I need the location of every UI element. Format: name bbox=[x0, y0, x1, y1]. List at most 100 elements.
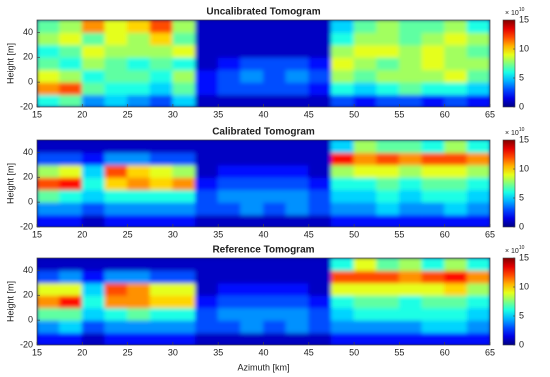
heatmap-cell bbox=[149, 319, 174, 334]
heatmap-cell bbox=[240, 31, 264, 46]
heatmap-cell bbox=[240, 214, 264, 227]
x-tick-label: 25 bbox=[123, 347, 133, 357]
heatmap-cell bbox=[330, 44, 355, 58]
x-tick-label: 65 bbox=[485, 229, 495, 239]
heatmap-cell bbox=[81, 81, 106, 96]
colorbar-scale: × 1010 bbox=[505, 245, 525, 255]
heatmap-cell bbox=[466, 140, 490, 153]
chart-title: Uncalibrated Tomogram bbox=[206, 7, 320, 18]
heatmap-cell bbox=[149, 294, 174, 309]
heatmap-cell bbox=[353, 69, 378, 83]
heatmap-cell bbox=[127, 294, 151, 309]
heatmap-cell bbox=[308, 214, 332, 227]
heatmap-cell bbox=[59, 282, 83, 296]
heatmap-cell bbox=[149, 307, 174, 321]
heatmap-cell bbox=[466, 307, 490, 321]
heatmap-cell bbox=[240, 94, 264, 107]
heatmap-cell bbox=[217, 31, 242, 46]
y-tick-label: 0 bbox=[28, 197, 33, 207]
colorbar-scale-base: × 10 bbox=[505, 10, 519, 17]
heatmap-cell bbox=[81, 201, 106, 216]
heatmap-cell bbox=[285, 56, 310, 71]
heatmap-cell bbox=[59, 94, 83, 107]
x-tick-label: 35 bbox=[213, 229, 223, 239]
y-tick-label: 20 bbox=[23, 172, 33, 182]
x-tick-label: 65 bbox=[485, 109, 495, 119]
heatmap-cell bbox=[81, 164, 106, 178]
heatmap-cell bbox=[308, 269, 332, 284]
heatmap-cell bbox=[376, 140, 400, 153]
heatmap-cell bbox=[37, 69, 61, 83]
colorbar-scale: × 1010 bbox=[505, 127, 525, 137]
heatmap-cell bbox=[104, 214, 129, 227]
heatmap-cell bbox=[421, 269, 446, 284]
x-tick-label: 45 bbox=[304, 347, 314, 357]
heatmap-cell bbox=[104, 332, 129, 345]
heatmap-cell bbox=[172, 258, 197, 271]
heatmap-cell bbox=[149, 140, 174, 153]
heatmap-cell bbox=[81, 56, 106, 71]
heatmap-cell bbox=[376, 189, 400, 203]
colorbar bbox=[502, 139, 516, 228]
heatmap-cell bbox=[444, 69, 468, 83]
heatmap-cell bbox=[81, 44, 106, 58]
heatmap-cell bbox=[217, 94, 242, 107]
heatmap-cell bbox=[330, 294, 355, 309]
heatmap-cell bbox=[195, 140, 219, 153]
heatmap-cell bbox=[376, 151, 400, 166]
x-tick-label: 50 bbox=[349, 347, 359, 357]
heatmap-cell bbox=[240, 69, 264, 83]
heatmap-cell bbox=[59, 258, 83, 271]
heatmap-cell bbox=[104, 294, 129, 309]
heatmap-cell bbox=[240, 307, 264, 321]
x-tick-label: 60 bbox=[440, 109, 450, 119]
heatmap-cell bbox=[104, 176, 129, 191]
heatmap-cell bbox=[217, 214, 242, 227]
heatmap-cell bbox=[330, 94, 355, 107]
y-axis-label: Height [m] bbox=[5, 43, 15, 84]
heatmap-cell bbox=[376, 94, 400, 107]
heatmap-cell bbox=[353, 94, 378, 107]
heatmap-cell bbox=[421, 332, 446, 345]
heatmap-cell bbox=[285, 258, 310, 271]
heatmap-cell bbox=[240, 81, 264, 96]
heatmap-cell bbox=[308, 294, 332, 309]
heatmap-cell bbox=[398, 189, 423, 203]
heatmap-cell bbox=[217, 164, 242, 178]
heatmap-cell bbox=[308, 176, 332, 191]
heatmap-cell bbox=[149, 258, 174, 271]
heatmap-cell bbox=[398, 69, 423, 83]
heatmap-cell bbox=[398, 140, 423, 153]
heatmap-cell bbox=[285, 294, 310, 309]
heatmap-cell bbox=[466, 69, 490, 83]
heatmap-cell bbox=[240, 189, 264, 203]
heatmap-cell bbox=[59, 332, 83, 345]
heatmap-cell bbox=[127, 164, 151, 178]
heatmap-cell bbox=[217, 56, 242, 71]
heatmap-cell bbox=[421, 31, 446, 46]
colorbar-tick-label: 5 bbox=[519, 72, 524, 82]
heatmap-cell bbox=[172, 307, 197, 321]
heatmap-cell bbox=[353, 176, 378, 191]
heatmap-cell bbox=[172, 214, 197, 227]
heatmap-cell bbox=[376, 69, 400, 83]
y-axis-label: Height [m] bbox=[5, 281, 15, 322]
heatmap-cell bbox=[353, 56, 378, 71]
heatmap-cell bbox=[376, 56, 400, 71]
heatmap-cell bbox=[466, 258, 490, 271]
x-tick-label: 50 bbox=[349, 109, 359, 119]
chart-title: Reference Tomogram bbox=[212, 245, 314, 256]
heatmap-cell bbox=[285, 269, 310, 284]
heatmap-cell bbox=[263, 189, 287, 203]
heatmap-cell bbox=[398, 269, 423, 284]
heatmap-cell bbox=[149, 94, 174, 107]
heatmap-cell bbox=[59, 44, 83, 58]
x-tick-label: 15 bbox=[32, 229, 42, 239]
heatmap-cell bbox=[330, 56, 355, 71]
heatmap-cell bbox=[59, 164, 83, 178]
heatmap-cell bbox=[81, 176, 106, 191]
x-tick-label: 30 bbox=[168, 347, 178, 357]
heatmap-cell bbox=[398, 20, 423, 33]
x-tick-label: 20 bbox=[77, 229, 87, 239]
heatmap-cell bbox=[421, 201, 446, 216]
